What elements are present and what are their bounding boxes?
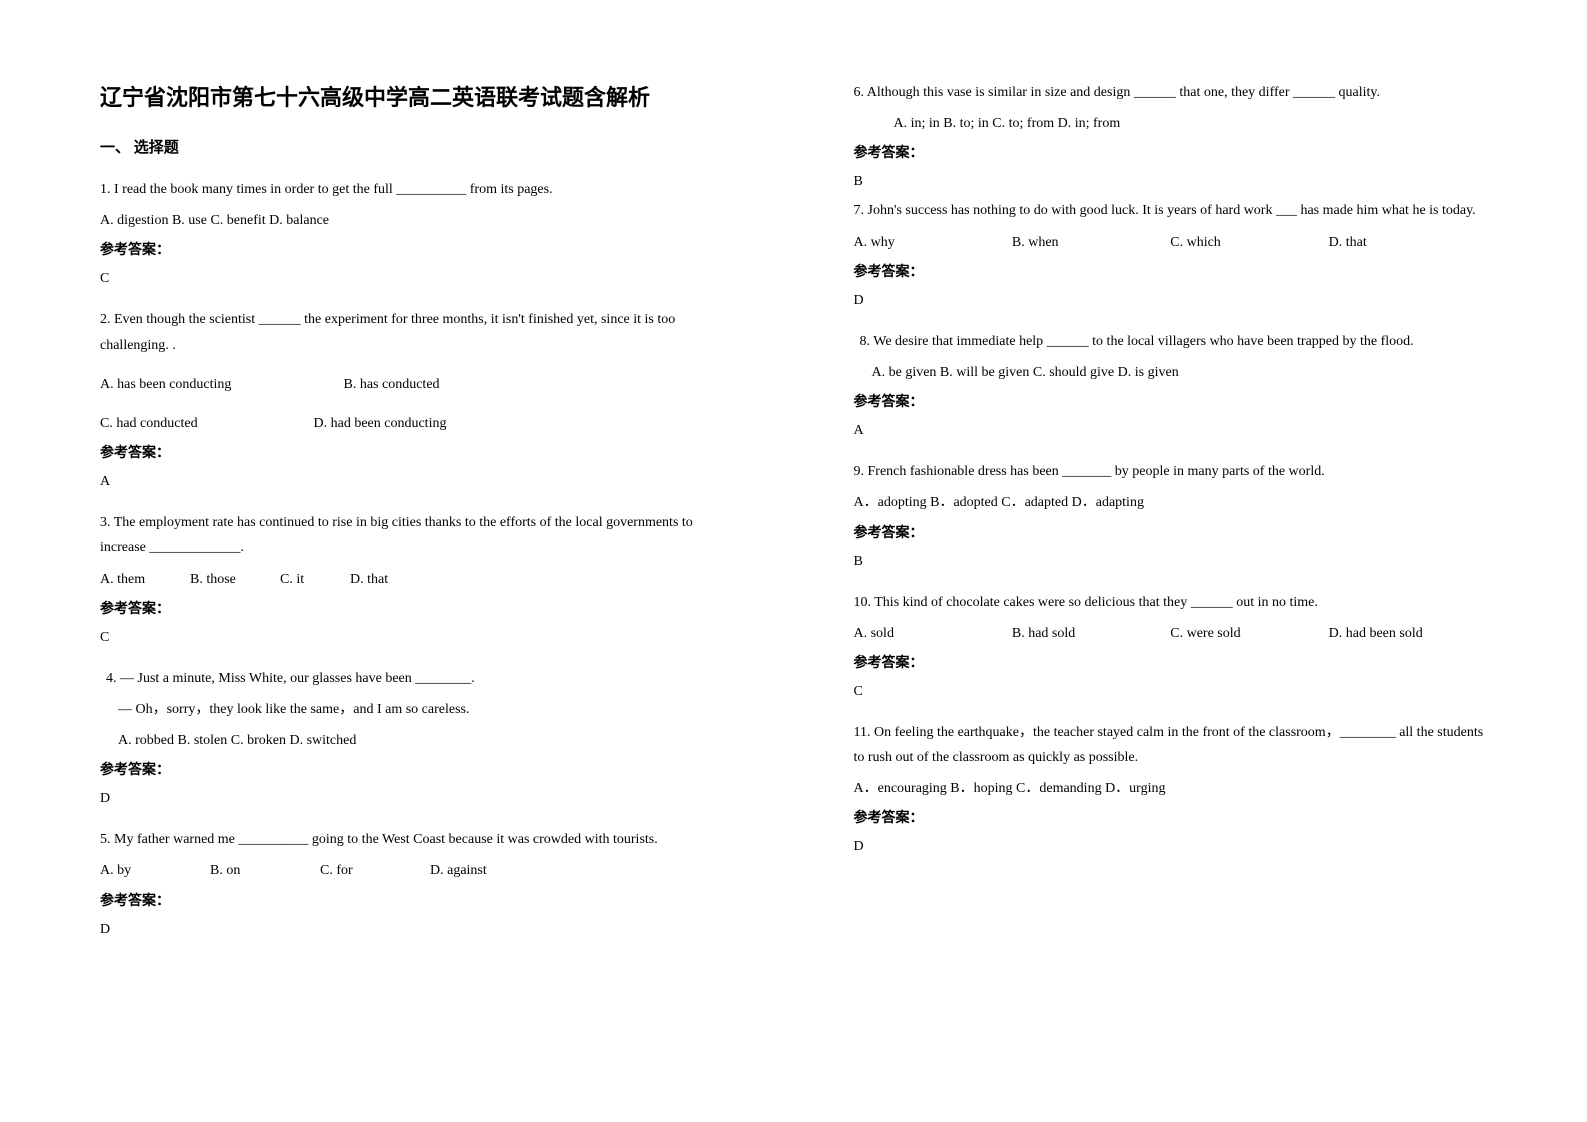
question-text: 9. French fashionable dress has been ___… [854, 459, 1488, 484]
answer-value: C [100, 630, 734, 646]
question-8: 8. We desire that immediate help ______ … [854, 329, 1488, 439]
question-options: A．encouraging B．hoping C．demanding D．urg… [854, 776, 1488, 801]
question-options: A. why B. when C. which D. that [854, 230, 1488, 255]
option-c: C. which [1170, 230, 1328, 255]
answer-value: D [100, 791, 734, 807]
question-options: A. be given B. will be given C. should g… [854, 360, 1488, 385]
answer-label: 参考答案： [100, 890, 734, 910]
option-b: B. those [190, 567, 280, 592]
option-c: C. were sold [1170, 621, 1328, 646]
question-options: A. robbed B. stolen C. broken D. switche… [100, 728, 734, 753]
option-b: B. has conducted [344, 372, 440, 397]
document-title: 辽宁省沈阳市第七十六高级中学高二英语联考试题含解析 [100, 80, 734, 112]
question-6: 6. Although this vase is similar in size… [854, 80, 1488, 190]
option-b: B. had sold [1012, 621, 1170, 646]
option-a: A. sold [854, 621, 1012, 646]
option-d: D. against [430, 858, 734, 883]
answer-value: D [100, 922, 734, 938]
option-d: D. had been conducting [314, 411, 447, 436]
option-a: A. has been conducting [100, 372, 300, 397]
option-d: D. that [350, 567, 734, 592]
answer-value: A [100, 474, 734, 490]
question-options: A. digestion B. use C. benefit D. balanc… [100, 208, 734, 233]
answer-value: B [854, 174, 1488, 190]
question-text: 3. The employment rate has continued to … [100, 510, 734, 560]
question-5: 5. My father warned me __________ going … [100, 827, 734, 937]
question-options: A. in; in B. to; in C. to; from D. in; f… [854, 111, 1488, 136]
question-10: 10. This kind of chocolate cakes were so… [854, 590, 1488, 700]
question-text: 10. This kind of chocolate cakes were so… [854, 590, 1488, 615]
answer-label: 参考答案： [100, 239, 734, 259]
question-options: A. them B. those C. it D. that [100, 567, 734, 592]
answer-label: 参考答案： [854, 652, 1488, 672]
question-text: 2. Even though the scientist ______ the … [100, 307, 734, 357]
option-c: C. it [280, 567, 350, 592]
question-text: 7. John's success has nothing to do with… [854, 198, 1488, 223]
question-line1: 4. — Just a minute, Miss White, our glas… [100, 666, 734, 691]
option-a: A. by [100, 858, 210, 883]
answer-value: D [854, 293, 1488, 309]
answer-label: 参考答案： [100, 759, 734, 779]
answer-label: 参考答案： [100, 598, 734, 618]
question-9: 9. French fashionable dress has been ___… [854, 459, 1488, 569]
question-text: 1. I read the book many times in order t… [100, 177, 734, 202]
answer-value: A [854, 423, 1488, 439]
question-line2: — Oh，sorry，they look like the same，and I… [100, 697, 734, 722]
question-7: 7. John's success has nothing to do with… [854, 198, 1488, 308]
question-1: 1. I read the book many times in order t… [100, 177, 734, 287]
question-text: 6. Although this vase is similar in size… [854, 80, 1488, 105]
section-header: 一、 选择题 [100, 136, 734, 157]
question-options: A. sold B. had sold C. were sold D. had … [854, 621, 1488, 646]
question-text: 5. My father warned me __________ going … [100, 827, 734, 852]
option-b: B. on [210, 858, 320, 883]
right-column: 6. Although this vase is similar in size… [794, 80, 1587, 1082]
question-text: 11. On feeling the earthquake，the teache… [854, 720, 1488, 770]
answer-value: D [854, 839, 1488, 855]
question-4: 4. — Just a minute, Miss White, our glas… [100, 666, 734, 808]
option-d: D. had been sold [1329, 621, 1487, 646]
option-c: C. had conducted [100, 411, 270, 436]
left-column: 辽宁省沈阳市第七十六高级中学高二英语联考试题含解析 一、 选择题 1. I re… [0, 80, 794, 1082]
option-c: C. for [320, 858, 430, 883]
question-2: 2. Even though the scientist ______ the … [100, 307, 734, 490]
question-options: A. by B. on C. for D. against [100, 858, 734, 883]
answer-value: B [854, 554, 1488, 570]
question-options-row1: A. has been conducting B. has conducted [100, 372, 734, 397]
answer-label: 参考答案： [854, 391, 1488, 411]
question-options: A．adopting B．adopted C．adapted D．adaptin… [854, 490, 1488, 515]
question-options-row2: C. had conducted D. had been conducting [100, 411, 734, 436]
answer-label: 参考答案： [854, 261, 1488, 281]
answer-label: 参考答案： [854, 522, 1488, 542]
answer-label: 参考答案： [854, 807, 1488, 827]
answer-label: 参考答案： [100, 442, 734, 462]
question-3: 3. The employment rate has continued to … [100, 510, 734, 646]
answer-value: C [854, 684, 1488, 700]
question-11: 11. On feeling the earthquake，the teache… [854, 720, 1488, 856]
answer-value: C [100, 271, 734, 287]
answer-label: 参考答案： [854, 142, 1488, 162]
option-d: D. that [1329, 230, 1487, 255]
option-a: A. why [854, 230, 1012, 255]
option-a: A. them [100, 567, 190, 592]
question-text: 8. We desire that immediate help ______ … [854, 329, 1488, 354]
option-b: B. when [1012, 230, 1170, 255]
